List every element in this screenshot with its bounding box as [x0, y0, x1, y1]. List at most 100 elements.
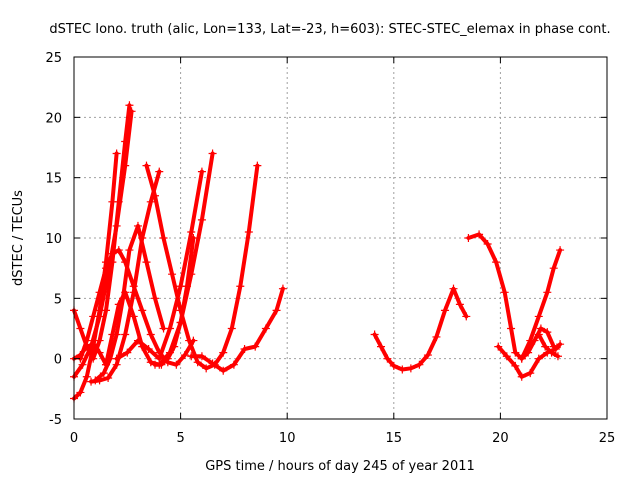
data-point — [176, 318, 185, 327]
data-point — [517, 354, 526, 363]
series-line — [72, 103, 132, 361]
data-point — [208, 149, 217, 158]
data-point — [159, 234, 168, 242]
data-point — [236, 282, 245, 291]
series-line — [372, 286, 469, 372]
data-point — [89, 340, 98, 349]
data-point — [543, 328, 552, 337]
chart-title: dSTEC Iono. truth (alic, Lon=133, Lat=-2… — [49, 22, 610, 37]
series-4 — [76, 246, 198, 369]
data-point — [125, 101, 134, 110]
data-point — [370, 330, 379, 339]
data-point — [151, 191, 160, 200]
y-tick-label: 25 — [45, 51, 62, 66]
y-tick-label: 15 — [45, 172, 62, 187]
x-axis-ticks: 0 5 10 15 20 25 — [70, 57, 615, 446]
data-point — [144, 345, 153, 354]
grid-lines — [74, 57, 607, 419]
data-point — [142, 161, 151, 170]
data-point — [240, 345, 249, 354]
series-2 — [70, 149, 121, 403]
x-tick-label: 20 — [492, 431, 509, 446]
data-point — [189, 234, 198, 242]
series-16 — [534, 330, 562, 361]
series-0 — [70, 101, 134, 363]
x-tick-label: 0 — [70, 431, 78, 446]
series-15 — [517, 246, 565, 363]
data-point — [89, 312, 98, 321]
data-point — [104, 373, 113, 382]
x-tick-label: 15 — [386, 431, 403, 446]
data-point — [133, 336, 142, 345]
data-point — [551, 345, 560, 354]
x-axis-label: GPS time / hours of day 245 of year 2011 — [205, 459, 475, 474]
series-line — [78, 248, 196, 367]
data-point — [129, 312, 138, 321]
data-point — [556, 340, 565, 349]
y-tick-label: -5 — [49, 413, 62, 428]
data-series — [70, 101, 565, 403]
y-tick-label: 20 — [45, 111, 62, 126]
series-10 — [151, 234, 198, 369]
data-point — [146, 358, 155, 367]
data-point — [180, 351, 189, 360]
data-point — [511, 361, 520, 370]
data-point — [76, 324, 85, 333]
series-line — [519, 248, 563, 361]
series-8 — [112, 167, 206, 363]
data-point — [76, 388, 85, 397]
data-point — [197, 352, 206, 361]
series-line — [72, 151, 119, 401]
data-point — [112, 354, 121, 363]
series-9 — [142, 161, 262, 373]
data-point — [95, 336, 104, 345]
data-point — [165, 324, 174, 333]
data-point — [133, 221, 142, 230]
data-point — [112, 149, 121, 158]
data-point — [500, 288, 509, 297]
data-point — [82, 336, 91, 345]
data-point — [507, 324, 516, 333]
y-tick-label: 0 — [54, 353, 62, 368]
data-point — [95, 306, 104, 315]
data-point — [170, 342, 179, 351]
data-point — [377, 342, 386, 351]
data-point — [492, 258, 501, 267]
data-point — [146, 197, 155, 206]
data-point — [455, 300, 464, 309]
data-point — [543, 288, 552, 297]
series-line — [189, 286, 285, 373]
data-point — [127, 107, 136, 116]
data-point — [114, 300, 123, 309]
data-point — [244, 227, 253, 236]
data-point — [99, 369, 108, 378]
data-point — [440, 306, 449, 315]
series-line — [536, 332, 560, 359]
data-point — [511, 348, 520, 357]
data-point — [536, 324, 545, 333]
data-point — [142, 258, 151, 267]
data-point — [494, 342, 503, 351]
data-point — [415, 360, 424, 369]
data-point — [398, 365, 407, 374]
data-point — [272, 306, 281, 315]
data-point — [114, 246, 123, 255]
data-point — [278, 284, 287, 293]
data-point — [121, 330, 130, 339]
x-tick-label: 10 — [279, 431, 296, 446]
data-point — [182, 282, 191, 291]
data-point — [91, 376, 100, 385]
data-point — [121, 161, 130, 170]
series-11 — [187, 284, 287, 375]
data-point — [108, 249, 117, 258]
data-point — [534, 312, 543, 321]
data-point — [187, 227, 196, 236]
data-point — [202, 364, 211, 373]
data-point — [193, 358, 202, 367]
data-point — [125, 246, 134, 255]
x-tick-label: 5 — [176, 431, 184, 446]
data-point — [95, 288, 104, 297]
data-point — [227, 324, 236, 333]
data-point — [219, 366, 228, 375]
